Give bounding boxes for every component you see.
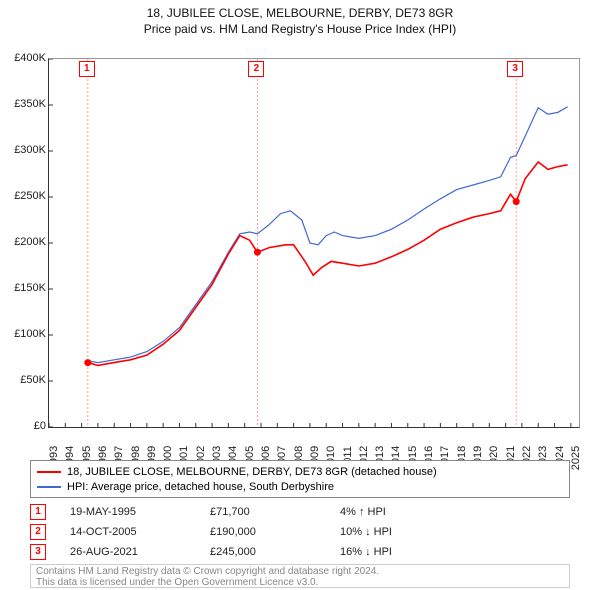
sale-hpi-delta: 4% ↑ HPI bbox=[340, 506, 490, 518]
sale-date: 19-MAY-1995 bbox=[70, 506, 210, 518]
sale-hpi-delta: 16% ↓ HPI bbox=[340, 546, 490, 558]
y-tick-label: £300K bbox=[2, 144, 46, 156]
title-area: 18, JUBILEE CLOSE, MELBOURNE, DERBY, DE7… bbox=[0, 0, 600, 36]
chart-title-address: 18, JUBILEE CLOSE, MELBOURNE, DERBY, DE7… bbox=[0, 6, 600, 20]
sale-marker-label: 3 bbox=[507, 61, 523, 77]
sale-marker-icon: 2 bbox=[30, 524, 46, 540]
sale-date: 26-AUG-2021 bbox=[70, 546, 210, 558]
series-hpi bbox=[88, 107, 568, 363]
series-price_paid bbox=[88, 162, 568, 365]
plot-svg bbox=[49, 59, 579, 427]
y-tick-label: £100K bbox=[2, 328, 46, 340]
sale-price: £71,700 bbox=[210, 506, 340, 518]
table-row: 2 14-OCT-2005 £190,000 10% ↓ HPI bbox=[30, 522, 570, 542]
sale-marker-label: 1 bbox=[79, 61, 95, 77]
plot-area bbox=[48, 58, 580, 428]
sale-marker-icon: 1 bbox=[30, 504, 46, 520]
sale-dot-icon bbox=[513, 198, 520, 205]
table-row: 3 26-AUG-2021 £245,000 16% ↓ HPI bbox=[30, 542, 570, 562]
legend-text: HPI: Average price, detached house, Sout… bbox=[67, 481, 334, 493]
footer-line: This data is licensed under the Open Gov… bbox=[36, 577, 564, 588]
y-tick-label: £400K bbox=[2, 52, 46, 64]
sale-marker-icon: 3 bbox=[30, 544, 46, 560]
y-tick-label: £50K bbox=[2, 374, 46, 386]
transactions-table: 1 19-MAY-1995 £71,700 4% ↑ HPI 2 14-OCT-… bbox=[30, 502, 570, 562]
chart-container: 18, JUBILEE CLOSE, MELBOURNE, DERBY, DE7… bbox=[0, 0, 600, 590]
y-tick-label: £200K bbox=[2, 236, 46, 248]
y-tick-label: £250K bbox=[2, 190, 46, 202]
x-tick-label: 2025 bbox=[570, 446, 582, 470]
sale-hpi-delta: 10% ↓ HPI bbox=[340, 526, 490, 538]
sale-dot-icon bbox=[84, 359, 91, 366]
sale-price: £190,000 bbox=[210, 526, 340, 538]
legend-item: 18, JUBILEE CLOSE, MELBOURNE, DERBY, DE7… bbox=[37, 464, 563, 479]
chart-title-subtitle: Price paid vs. HM Land Registry's House … bbox=[0, 22, 600, 36]
footer-attribution: Contains HM Land Registry data © Crown c… bbox=[30, 564, 570, 588]
sale-price: £245,000 bbox=[210, 546, 340, 558]
footer-line: Contains HM Land Registry data © Crown c… bbox=[36, 566, 564, 577]
y-tick-label: £150K bbox=[2, 282, 46, 294]
legend-text: 18, JUBILEE CLOSE, MELBOURNE, DERBY, DE7… bbox=[67, 466, 437, 478]
legend-swatch bbox=[37, 471, 61, 473]
sale-date: 14-OCT-2005 bbox=[70, 526, 210, 538]
sale-marker-label: 2 bbox=[248, 61, 264, 77]
table-row: 1 19-MAY-1995 £71,700 4% ↑ HPI bbox=[30, 502, 570, 522]
y-tick-label: £350K bbox=[2, 98, 46, 110]
legend-item: HPI: Average price, detached house, Sout… bbox=[37, 479, 563, 494]
legend-swatch bbox=[37, 486, 61, 488]
legend: 18, JUBILEE CLOSE, MELBOURNE, DERBY, DE7… bbox=[30, 460, 570, 498]
sale-dot-icon bbox=[254, 249, 261, 256]
y-tick-label: £0 bbox=[2, 420, 46, 432]
